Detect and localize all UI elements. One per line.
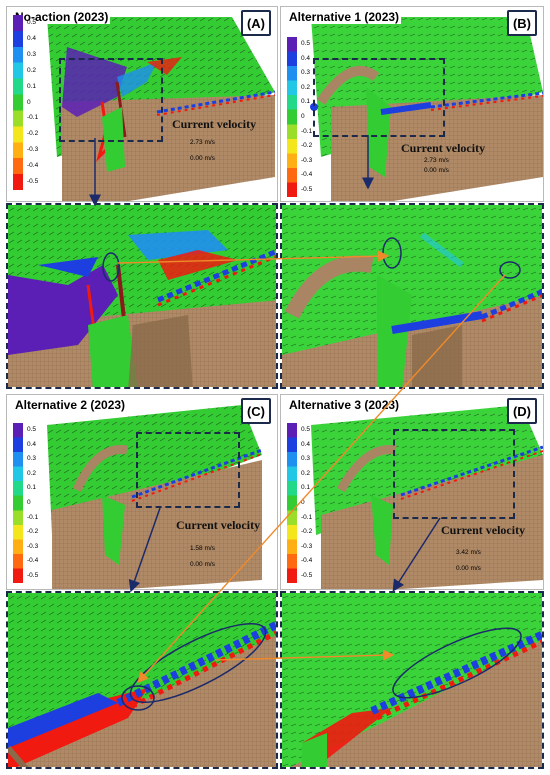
velocity-map-a bbox=[47, 17, 276, 201]
legend-tick-label: 0.4 bbox=[27, 34, 37, 42]
legend-tick-label: 0.1 bbox=[27, 82, 37, 90]
panel-label: (A) bbox=[241, 10, 271, 36]
legend-tick-label: -0.3 bbox=[301, 156, 313, 164]
legend-tick-label: -0.2 bbox=[27, 528, 39, 536]
zoomed-velocity-map-a bbox=[8, 205, 276, 387]
current-velocity-title: Current velocity bbox=[441, 523, 526, 537]
velocity-min-value: 0.00 m/s bbox=[190, 561, 215, 568]
legend-tick-label: -0.2 bbox=[301, 528, 313, 536]
legend-tick-label: -0.1 bbox=[27, 513, 39, 521]
legend-tick-label: 0.3 bbox=[27, 50, 37, 58]
legend-tick-label: 0 bbox=[27, 98, 31, 106]
velocity-max-value: 1.58 m/s bbox=[190, 545, 215, 552]
velocity-min-value: 0.00 m/s bbox=[190, 155, 215, 162]
zoomed-velocity-map-b bbox=[282, 205, 542, 387]
velocity-max-value: 3.42 m/s bbox=[456, 549, 481, 556]
current-velocity-title: Current velocity bbox=[176, 518, 261, 532]
panel-title: Alternative 1 (2023) bbox=[287, 10, 402, 24]
velocity-min-value: 0.00 m/s bbox=[424, 167, 449, 174]
legend-color-bar bbox=[13, 423, 23, 583]
panel-b: Alternative 1 (2023) (B) 0.5 0.4 0.3 0.2 0.1… bbox=[280, 6, 544, 202]
legend-tick-label: -0.3 bbox=[27, 146, 39, 154]
panel-c: Alternative 2 (2023) (C) 0.5 0.4 0.3 0.2 0.1… bbox=[6, 394, 278, 590]
zoom-region-box bbox=[136, 432, 240, 508]
legend-tick-label: -0.5 bbox=[301, 185, 313, 193]
panel-title: Alternative 3 (2023) bbox=[287, 398, 402, 412]
legend-tick-label: -0.2 bbox=[27, 130, 39, 138]
panel-label: (D) bbox=[507, 398, 537, 424]
legend-tick-label: -0.1 bbox=[301, 127, 313, 135]
legend-tick-label: 0.5 bbox=[301, 426, 311, 434]
legend-color-bar bbox=[287, 423, 297, 583]
legend-tick-label: 0.5 bbox=[27, 426, 37, 434]
legend-tick-label: 0 bbox=[301, 113, 305, 120]
current-velocity-title: Current velocity bbox=[172, 117, 257, 131]
legend-tick-label: 0.2 bbox=[27, 66, 37, 74]
legend-tick-label: 0.3 bbox=[27, 455, 37, 463]
legend-tick-label: -0.1 bbox=[27, 114, 39, 122]
color-legend: 0.5 0.4 0.3 0.2 0.1 0 -0.1 -0.2 -0.3 -0.4 -0.5 bbox=[287, 423, 319, 583]
legend-tick-label: -0.1 bbox=[301, 513, 313, 521]
legend-tick-label: 0.2 bbox=[27, 469, 37, 477]
legend-tick-label: 0.4 bbox=[27, 440, 37, 448]
legend-tick-label: -0.5 bbox=[27, 178, 39, 186]
current-velocity-title: Current velocity bbox=[401, 141, 486, 155]
legend-tick-label: 0 bbox=[301, 499, 305, 506]
panel-label: (B) bbox=[507, 10, 537, 36]
zoom-view-c bbox=[6, 591, 278, 769]
legend-tick-label: 0.4 bbox=[301, 54, 311, 62]
legend-tick-label: 0.1 bbox=[301, 484, 311, 492]
velocity-map-b bbox=[310, 17, 543, 201]
zoom-view-d bbox=[280, 591, 544, 769]
legend-tick-label: 0.4 bbox=[301, 440, 311, 448]
legend-tick-label: -0.2 bbox=[301, 142, 313, 150]
legend-tick-label: -0.3 bbox=[27, 542, 39, 550]
legend-tick-label: 0.1 bbox=[27, 484, 37, 492]
zoom-region-box bbox=[393, 429, 515, 519]
legend-tick-label: -0.5 bbox=[301, 571, 313, 579]
color-legend: 0.5 0.4 0.3 0.2 0.1 0 -0.1 -0.2 -0.3 -0.4 -0.5 bbox=[13, 423, 45, 583]
panel-a: No-action (2023) (A) 0.5 0.4 0.3 0.2 0.1 0 -0.… bbox=[6, 6, 278, 202]
panel-label: (C) bbox=[241, 398, 271, 424]
legend-color-bar bbox=[13, 15, 23, 190]
legend-tick-label: -0.4 bbox=[301, 171, 313, 179]
zoomed-velocity-map-c bbox=[8, 593, 276, 767]
legend-tick-label: 0.5 bbox=[301, 40, 311, 48]
velocity-max-value: 2.73 m/s bbox=[424, 157, 449, 164]
legend-tick-label: 0.3 bbox=[301, 455, 311, 463]
legend-tick-label: 0.2 bbox=[301, 83, 311, 91]
panel-title: Alternative 2 (2023) bbox=[13, 398, 128, 412]
legend-tick-label: -0.3 bbox=[301, 542, 313, 550]
zoom-view-a bbox=[6, 203, 278, 389]
color-legend: 0.5 0.4 0.3 0.2 0.1 0 -0.1 -0.2 -0.3 -0.4 -0.5 bbox=[287, 37, 319, 197]
legend-tick-label: 0.1 bbox=[301, 98, 311, 106]
legend-tick-label: 0 bbox=[27, 499, 31, 506]
zoom-region-box bbox=[59, 58, 163, 142]
legend-tick-label: 0.3 bbox=[301, 69, 311, 77]
legend-tick-label: -0.4 bbox=[27, 557, 39, 565]
zoomed-velocity-map-d bbox=[282, 593, 542, 767]
legend-tick-label: 0.2 bbox=[301, 469, 311, 477]
legend-tick-label: -0.5 bbox=[27, 571, 39, 579]
panel-d: Alternative 3 (2023) (D) 0.5 0.4 0.3 0.2 0.1… bbox=[280, 394, 544, 590]
legend-color-bar bbox=[287, 37, 297, 197]
legend-tick-label: -0.4 bbox=[27, 162, 39, 170]
color-legend: 0.5 0.4 0.3 0.2 0.1 0 -0.1 -0.2 -0.3 -0.4 -0.5 bbox=[13, 15, 45, 190]
zoom-region-box bbox=[313, 58, 445, 137]
panel-title: No-action (2023) bbox=[13, 10, 111, 24]
velocity-max-value: 2.73 m/s bbox=[190, 139, 215, 146]
zoom-view-b bbox=[280, 203, 544, 389]
legend-tick-label: -0.4 bbox=[301, 557, 313, 565]
velocity-min-value: 0.00 m/s bbox=[456, 565, 481, 572]
legend-tick-label: 0.5 bbox=[27, 18, 37, 26]
